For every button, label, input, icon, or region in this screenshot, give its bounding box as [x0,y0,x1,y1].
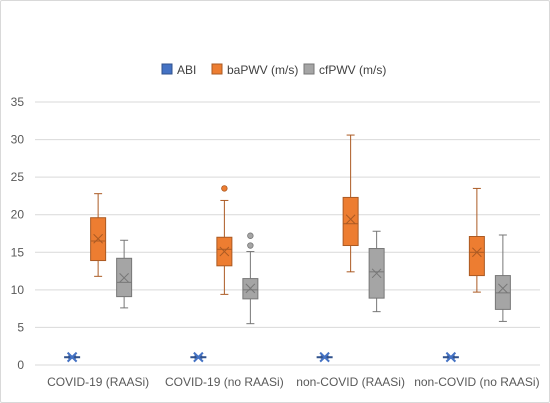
box-bapwv-2 [342,134,359,273]
mean-marker [472,247,482,258]
x-category-label: COVID-19 (RAASi) [47,375,149,389]
outlier-point [247,242,254,249]
mean-marker [498,283,508,294]
legend-swatch [211,63,223,75]
legend-swatch [161,63,173,75]
legend-swatch [303,63,315,75]
x-axis: COVID-19 (RAASi) COVID-19 (no RAASi) non-C… [47,375,539,389]
y-tick-label: 35 [11,95,25,109]
legend-label: baPWV (m/s) [227,63,298,77]
box-abi-1 [190,351,207,363]
y-axis: 0 5 10 15 20 25 30 35 [11,95,25,372]
outlier-point [247,232,254,239]
mean-marker [193,351,204,363]
x-category-label: non-COVID (RAASi) [296,375,405,389]
outlier-point [221,185,228,192]
x-category-label: non-COVID (no RAASi) [414,375,539,389]
box-bapwv-3 [468,187,485,293]
legend-item: cfPWV (m/s) [303,63,386,77]
box-iqr [468,236,485,277]
mean-marker [245,283,256,294]
y-tick-label: 25 [11,170,25,184]
mean-marker [219,246,230,257]
y-tick-label: 15 [11,245,25,259]
box-bapwv-1 [216,185,233,295]
mean-marker [445,351,457,363]
box-cfpwv-0 [116,239,133,309]
legend-item: baPWV (m/s) [211,63,298,77]
mean-marker [371,268,382,279]
y-tick-label: 10 [11,283,25,297]
mean-marker [345,214,356,225]
box-cfpwv-2 [368,230,385,313]
y-tick-label: 0 [17,358,24,372]
legend-label: cfPWV (m/s) [319,63,386,77]
mean-marker [93,233,103,244]
x-category-label: COVID-19 (no RAASi) [165,375,284,389]
box-cfpwv-1 [242,232,259,325]
gridlines [35,101,540,366]
plot-area [64,134,511,363]
legend-label: ABI [177,63,196,77]
box-bapwv-0 [90,193,107,277]
box-abi-2 [316,351,333,363]
y-tick-label: 5 [17,320,24,334]
box-iqr [342,196,359,247]
mean-marker [319,351,330,363]
mean-marker [66,351,78,363]
y-tick-label: 20 [11,208,25,222]
legend-item: ABI [161,63,196,77]
box-abi-0 [64,351,81,363]
y-tick-label: 30 [11,133,25,147]
box-abi-3 [442,351,459,363]
mean-marker [119,272,129,283]
box-cfpwv-3 [494,234,511,322]
legend: ABI baPWV (m/s) cfPWV (m/s) [161,63,386,77]
